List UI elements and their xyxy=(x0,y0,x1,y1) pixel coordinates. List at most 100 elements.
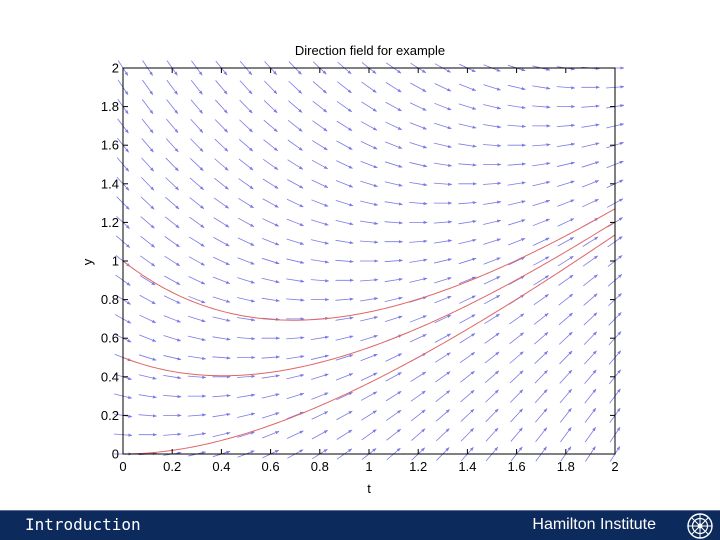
field-arrow-19-1 xyxy=(584,427,596,443)
field-arrow-13-16 xyxy=(433,142,452,148)
field-arrow-19-3 xyxy=(584,388,597,404)
field-arrow-3-5 xyxy=(187,355,207,360)
field-arrow-3-1 xyxy=(187,432,207,437)
field-arrow-1-18 xyxy=(141,99,154,115)
field-arrow-2-17 xyxy=(166,118,179,134)
field-arrow-9-6 xyxy=(335,335,354,341)
field-arrow-11-9 xyxy=(384,277,403,283)
field-arrow-7-16 xyxy=(287,139,303,151)
direction-field-arrows xyxy=(113,60,625,462)
field-arrow-16-2 xyxy=(510,408,523,423)
field-arrow-3-2 xyxy=(187,413,207,417)
field-arrow-2-5 xyxy=(163,355,182,361)
x-tick-label-10: 2 xyxy=(611,459,618,474)
field-arrow-10-9 xyxy=(359,278,379,282)
field-arrow-8-3 xyxy=(311,392,329,400)
field-arrow-18-2 xyxy=(559,408,572,423)
field-arrow-19-17 xyxy=(581,123,600,128)
field-arrow-17-13 xyxy=(532,199,551,207)
field-arrow-5-17 xyxy=(239,119,253,133)
field-arrow-8-4 xyxy=(311,373,329,380)
field-arrow-14-5 xyxy=(459,351,476,364)
field-arrow-13-15 xyxy=(433,162,453,167)
field-arrow-10-15 xyxy=(360,160,378,169)
field-arrow-9-10 xyxy=(335,259,354,264)
field-arrow-16-4 xyxy=(509,370,524,384)
field-arrow-11-18 xyxy=(385,101,402,112)
field-arrow-9-16 xyxy=(336,140,353,150)
chart-title: Direction field for example xyxy=(295,43,445,58)
field-arrow-2-11 xyxy=(164,236,180,248)
field-arrow-15-5 xyxy=(484,351,500,364)
field-arrow-5-8 xyxy=(237,297,256,303)
field-arrow-10-13 xyxy=(360,200,379,206)
field-arrow-8-1 xyxy=(311,430,329,440)
field-arrow-18-4 xyxy=(559,369,573,384)
field-arrow-9-3 xyxy=(336,391,353,401)
field-arrow-12-15 xyxy=(409,162,428,168)
field-arrow-5-6 xyxy=(236,337,256,341)
field-arrow-15-16 xyxy=(482,144,502,148)
field-arrow-16-13 xyxy=(507,200,526,206)
field-arrow-3-4 xyxy=(187,375,207,379)
field-arrow-12-3 xyxy=(410,390,426,402)
field-arrow-18-8 xyxy=(558,293,574,306)
field-arrow-1-5 xyxy=(138,354,157,361)
field-arrow-2-14 xyxy=(165,177,180,191)
field-arrow-18-12 xyxy=(557,218,575,227)
field-arrow-7-19 xyxy=(288,80,303,94)
field-arrow-13-10 xyxy=(433,258,452,264)
field-arrow-9-2 xyxy=(336,410,353,421)
field-arrow-7-4 xyxy=(286,374,305,380)
field-arrow-15-13 xyxy=(483,200,502,205)
field-arrow-17-4 xyxy=(534,370,548,384)
field-arrow-8-17 xyxy=(312,120,328,132)
field-arrow-16-15 xyxy=(507,162,526,166)
field-arrow-1-16 xyxy=(141,138,154,153)
field-arrow-10-14 xyxy=(360,180,378,187)
field-arrow-6-14 xyxy=(262,178,279,189)
field-arrow-4-19 xyxy=(215,80,228,95)
field-arrow-10-7 xyxy=(360,316,379,322)
field-arrow-18-17 xyxy=(556,123,576,128)
field-arrow-16-17 xyxy=(507,124,526,128)
field-arrow-10-12 xyxy=(360,220,379,225)
field-arrow-17-7 xyxy=(533,313,549,325)
field-arrow-9-17 xyxy=(336,120,353,132)
field-arrow-6-8 xyxy=(261,297,280,303)
field-arrow-7-5 xyxy=(286,355,305,360)
field-arrow-15-12 xyxy=(483,219,502,225)
x-tick-label-4: 0.8 xyxy=(311,459,329,474)
field-arrow-14-9 xyxy=(458,276,477,284)
field-arrow-17-3 xyxy=(534,389,548,404)
field-arrow-7-10 xyxy=(286,258,305,264)
field-arrow-7-17 xyxy=(287,120,303,132)
field-arrow-15-17 xyxy=(483,124,502,129)
field-arrow-16-19 xyxy=(507,84,526,91)
field-arrow-12-2 xyxy=(410,409,426,422)
field-arrow-18-9 xyxy=(558,274,574,286)
field-arrow-5-11 xyxy=(237,237,255,246)
field-arrow-10-5 xyxy=(360,353,378,362)
field-arrow-9-12 xyxy=(335,219,354,226)
field-arrow-6-15 xyxy=(263,158,279,171)
field-arrow-4-11 xyxy=(213,237,230,247)
field-arrow-10-11 xyxy=(359,240,379,244)
y-tick-label-6: 1.2 xyxy=(101,215,119,230)
field-arrow-14-10 xyxy=(458,257,477,265)
solution-curve-2 xyxy=(122,234,616,455)
field-arrow-2-1 xyxy=(163,432,182,436)
field-arrow-3-18 xyxy=(190,99,203,114)
field-arrow-7-3 xyxy=(286,392,305,400)
field-arrow-12-7 xyxy=(409,315,427,323)
field-arrow-18-1 xyxy=(560,427,572,443)
field-arrow-6-9 xyxy=(261,277,280,284)
field-arrow-4-10 xyxy=(213,256,230,266)
field-arrow-3-19 xyxy=(190,80,203,95)
field-arrow-17-8 xyxy=(533,294,549,306)
field-arrow-7-9 xyxy=(286,278,305,283)
y-tick-label-1: 0.2 xyxy=(101,408,119,423)
field-arrow-9-18 xyxy=(336,101,353,113)
field-arrow-16-12 xyxy=(507,219,526,226)
field-arrow-3-14 xyxy=(189,177,204,190)
